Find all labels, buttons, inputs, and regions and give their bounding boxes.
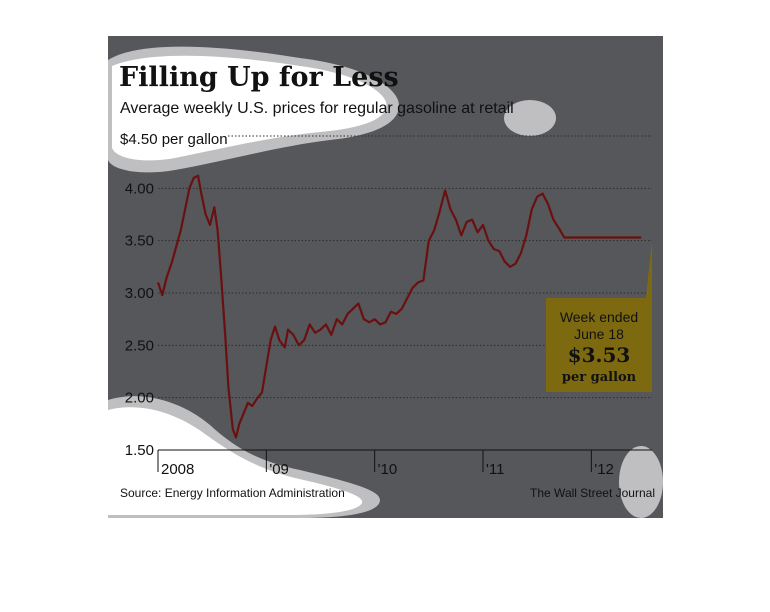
x-axis-ticks: 2008 '09 '10 '11 '12: [157, 450, 614, 478]
y-tick-label: 3.50: [125, 233, 154, 250]
y-tick-label: 2.00: [125, 390, 154, 407]
latest-price-callout: Week ended June 18 $3.53 per gallon: [546, 240, 652, 392]
chart-subtitle: Average weekly U.S. prices for regular g…: [120, 100, 514, 117]
x-tick-label: '09: [269, 461, 289, 478]
callout-box: [546, 240, 652, 392]
x-tick-label: '12: [594, 461, 614, 478]
series-group: [156, 174, 642, 439]
y-tick-label: 4.00: [125, 180, 154, 197]
credit-note: The Wall Street Journal: [530, 486, 655, 500]
source-note: Source: Energy Information Administratio…: [120, 486, 345, 500]
callout-value: $3.53: [568, 343, 631, 367]
decorative-blobs: [108, 46, 663, 518]
y-tick-label: 3.00: [125, 285, 154, 302]
x-tick-label: '11: [486, 461, 504, 478]
series-line-gas-price: [156, 174, 642, 439]
y-tick-label: 1.50: [125, 442, 154, 459]
y-axis-top-label: $4.50 per gallon: [120, 131, 228, 148]
callout-line1: Week ended: [560, 309, 638, 325]
gridlines: [158, 135, 652, 451]
y-tick-label: 2.50: [125, 337, 154, 354]
chart-title: Filling Up for Less: [119, 62, 399, 93]
callout-line2: June 18: [574, 326, 624, 342]
x-tick-label: '10: [378, 461, 398, 478]
x-tick-label: 2008: [161, 461, 194, 478]
callout-unit: per gallon: [562, 370, 637, 385]
y-axis-ticks: 4.00 3.50 3.00 2.50 2.00 1.50: [125, 180, 154, 459]
